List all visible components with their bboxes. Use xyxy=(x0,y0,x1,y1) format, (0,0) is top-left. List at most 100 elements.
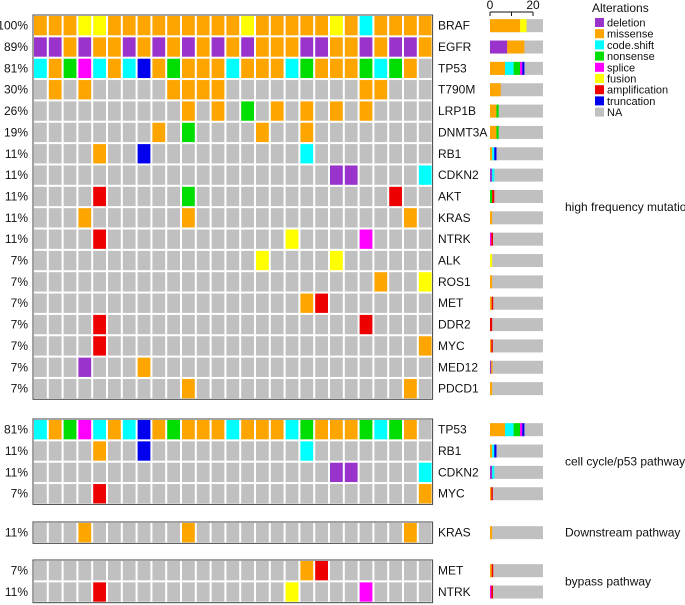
bar-segment-rb1-truncation xyxy=(494,444,497,458)
cell-egfr-8 xyxy=(152,37,166,57)
cell-myc-16 xyxy=(270,484,284,504)
cell-ros1-16 xyxy=(270,272,284,292)
cell-pdcd1-2 xyxy=(63,378,77,399)
bar-background-akt xyxy=(490,189,543,203)
cell-ros1-0 xyxy=(34,272,47,292)
cell-ros1-17 xyxy=(285,272,299,292)
cell-t790m-15 xyxy=(256,80,269,100)
cell-met-26 xyxy=(418,293,432,313)
cell-kras-25 xyxy=(404,208,417,228)
cell-myc-20 xyxy=(330,336,343,356)
cell-ros1-10 xyxy=(182,272,195,292)
cell-akt-6 xyxy=(122,186,136,207)
cell-akt-17 xyxy=(285,186,299,207)
cell-t790m-18 xyxy=(300,80,314,100)
cell-lrp1b-7 xyxy=(137,101,151,121)
cell-tp53-8 xyxy=(152,58,166,79)
panel-label-0: high frequency mutation xyxy=(565,200,685,214)
legend-swatch-amplification xyxy=(595,85,604,95)
cell-ddr2-3 xyxy=(78,314,92,335)
cell-cdkn2-0 xyxy=(34,462,47,483)
panel-label-1: cell cycle/p53 pathway xyxy=(565,455,685,469)
cell-met-6 xyxy=(122,561,136,581)
row-percent-egfr: 89% xyxy=(4,40,28,54)
cell-ntrk-2 xyxy=(63,229,77,249)
cell-cdkn2-19 xyxy=(315,462,328,483)
cell-pdcd1-9 xyxy=(167,378,180,399)
bar-axis-tick-label-0: 0 xyxy=(487,0,494,12)
cell-kras-19 xyxy=(315,208,328,228)
cell-met-21 xyxy=(344,561,358,581)
legend-swatch-deletion xyxy=(595,18,604,27)
cell-lrp1b-23 xyxy=(374,101,388,121)
cell-kras-9 xyxy=(167,208,180,228)
cell-tp53-3 xyxy=(78,420,92,440)
cell-lrp1b-24 xyxy=(389,101,402,121)
cell-myc-0 xyxy=(34,336,47,356)
legend-swatch-code.shift xyxy=(595,40,604,50)
cell-cdkn2-25 xyxy=(404,462,417,483)
row-gene-label-cdkn2: CDKN2 xyxy=(438,465,479,479)
cell-akt-24 xyxy=(389,186,402,207)
cell-tp53-2 xyxy=(63,58,77,79)
cell-med12-13 xyxy=(226,357,240,377)
cell-myc-10 xyxy=(182,336,195,356)
cell-tp53-15 xyxy=(256,58,269,79)
cell-alk-8 xyxy=(152,250,166,271)
cell-rb1-15 xyxy=(256,144,269,164)
cell-tp53-6 xyxy=(122,420,136,440)
cell-ntrk-10 xyxy=(182,582,195,602)
cell-ntrk-20 xyxy=(330,582,343,602)
cell-rb1-8 xyxy=(152,144,166,164)
cell-ddr2-9 xyxy=(167,314,180,335)
cell-med12-14 xyxy=(241,357,254,377)
cell-met-21 xyxy=(344,293,358,313)
row-gene-label-rb1: RB1 xyxy=(438,444,462,458)
bar-axis-tick-label-20: 20 xyxy=(526,0,540,12)
legend-swatch-nonsense xyxy=(595,51,604,61)
cell-ddr2-10 xyxy=(182,314,195,335)
cell-met-1 xyxy=(48,293,62,313)
cell-alk-16 xyxy=(270,250,284,271)
cell-tp53-4 xyxy=(93,420,106,440)
bar-segment-ros1-missense xyxy=(490,275,493,289)
cell-akt-8 xyxy=(152,186,166,207)
bar-background-myc xyxy=(490,339,543,353)
cell-med12-18 xyxy=(300,357,314,377)
cell-dnmt3a-16 xyxy=(270,122,284,143)
cell-kras-11 xyxy=(196,208,210,228)
legend-label-nonsense: nonsense xyxy=(607,51,655,63)
cell-ntrk-9 xyxy=(167,229,180,249)
cell-myc-8 xyxy=(152,336,166,356)
cell-tp53-15 xyxy=(256,420,269,440)
cell-braf-6 xyxy=(122,16,136,36)
cell-dnmt3a-9 xyxy=(167,122,180,143)
cell-med12-5 xyxy=(108,357,121,377)
bar-segment-myc-missense xyxy=(490,487,492,501)
cell-met-13 xyxy=(226,293,240,313)
cell-cdkn2-5 xyxy=(108,165,121,185)
cell-kras-0 xyxy=(34,523,47,543)
cell-kras-17 xyxy=(285,523,299,543)
cell-met-10 xyxy=(182,561,195,581)
legend-swatch-splice xyxy=(595,62,604,72)
cell-tp53-23 xyxy=(374,58,388,79)
cell-tp53-8 xyxy=(152,420,166,440)
cell-lrp1b-25 xyxy=(404,101,417,121)
legend-label-amplification: amplification xyxy=(607,85,668,97)
row-gene-label-ros1: ROS1 xyxy=(438,275,471,289)
cell-lrp1b-1 xyxy=(48,101,62,121)
cell-akt-13 xyxy=(226,186,240,207)
cell-braf-25 xyxy=(404,16,417,36)
cell-alk-6 xyxy=(122,250,136,271)
cell-ntrk-12 xyxy=(211,582,225,602)
cell-akt-15 xyxy=(256,186,269,207)
cell-ntrk-25 xyxy=(404,582,417,602)
cell-cdkn2-20 xyxy=(330,462,343,483)
bar-segment-tp53-splice xyxy=(520,423,523,437)
cell-met-18 xyxy=(300,293,314,313)
cell-ntrk-26 xyxy=(418,582,432,602)
cell-alk-2 xyxy=(63,250,77,271)
cell-ntrk-1 xyxy=(48,582,62,602)
cell-egfr-9 xyxy=(167,37,180,57)
